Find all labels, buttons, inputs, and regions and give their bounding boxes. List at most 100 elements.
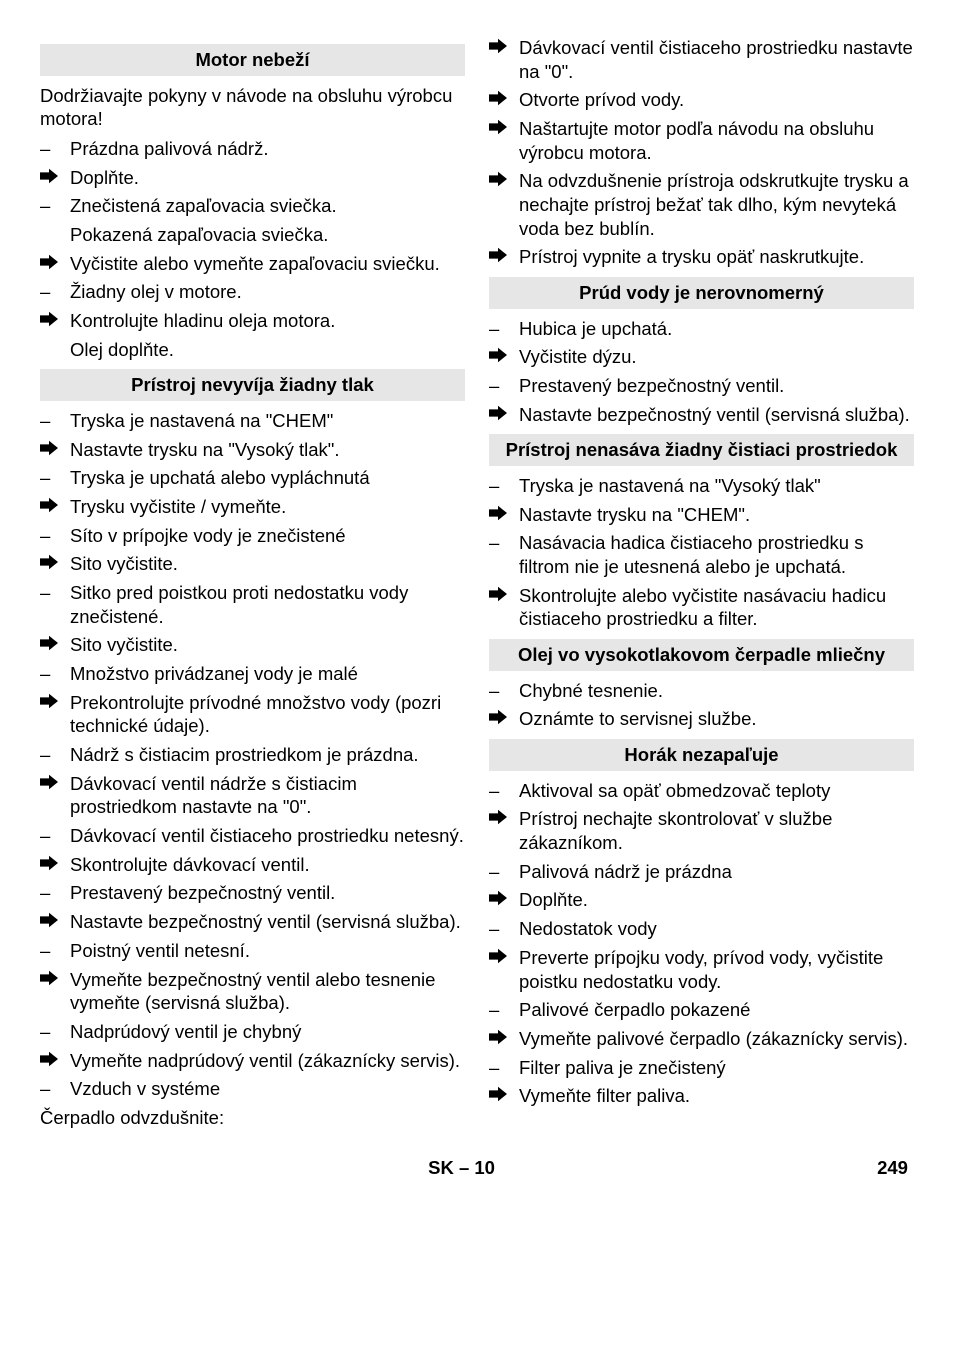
item-text: Aktivoval sa opäť obmedzovač teploty xyxy=(519,779,914,803)
right-column: Dávkovací ventil čistiaceho prostriedku … xyxy=(489,36,914,1136)
dash-icon: – xyxy=(40,194,70,218)
intro-text: Dodržiavajte pokyny v návode na obsluhu … xyxy=(40,84,465,131)
dash-icon: – xyxy=(40,409,70,433)
list-item: – Poistný ventil netesní. xyxy=(40,939,465,963)
list-item: – Nasávacia hadica čistiaceho prostriedk… xyxy=(489,531,914,578)
arrow-icon xyxy=(489,169,519,240)
list-item: Vyčistite dýzu. xyxy=(489,345,914,369)
list-item: Sito vyčistite. xyxy=(40,633,465,657)
arrow-icon xyxy=(489,403,519,427)
dash-icon: – xyxy=(489,474,519,498)
dash-icon: – xyxy=(489,531,519,578)
list-item: – Tryska je upchatá alebo vypláchnutá xyxy=(40,466,465,490)
arrow-icon xyxy=(489,946,519,993)
list-item: Sito vyčistite. xyxy=(40,552,465,576)
list-item: Oznámte to servisnej službe. xyxy=(489,707,914,731)
list-item: Vymeňte bezpečnostný ventil alebo tesnen… xyxy=(40,968,465,1015)
list-item: – Hubica je upchatá. xyxy=(489,317,914,341)
item-text: Vymeňte filter paliva. xyxy=(519,1084,914,1108)
item-text: Prístroj vypnite a trysku opäť naskrutku… xyxy=(519,245,914,269)
arrow-icon xyxy=(40,252,70,276)
heading-nenasava: Prístroj nenasáva žiadny čistiaci prostr… xyxy=(489,434,914,466)
item-text: Dávkovací ventil čistiaceho prostriedku … xyxy=(519,36,914,83)
arrow-icon xyxy=(40,772,70,819)
dash-icon: – xyxy=(489,679,519,703)
list-item: Otvorte prívod vody. xyxy=(489,88,914,112)
arrow-icon xyxy=(489,1027,519,1051)
list-item: Prístroj vypnite a trysku opäť naskrutku… xyxy=(489,245,914,269)
list-item: Skontrolujte dávkovací ventil. xyxy=(40,853,465,877)
item-text: Olej doplňte. xyxy=(40,338,465,362)
list-item: Preverte prípojku vody, prívod vody, vyč… xyxy=(489,946,914,993)
list-item: – Prázdna palivová nádrž. xyxy=(40,137,465,161)
item-text: Tryska je nastavená na "Vysoký tlak" xyxy=(519,474,914,498)
list-item: Vyčistite alebo vymeňte zapaľovaciu svie… xyxy=(40,252,465,276)
item-text: Dávkovací ventil čistiaceho prostriedku … xyxy=(70,824,465,848)
item-text: Znečistená zapaľovacia sviečka. xyxy=(70,194,465,218)
item-text: Vyčistite dýzu. xyxy=(519,345,914,369)
dash-icon: – xyxy=(489,374,519,398)
arrow-icon xyxy=(40,968,70,1015)
item-text: Vymeňte palivové čerpadlo (zákaznícky se… xyxy=(519,1027,914,1051)
item-text: Síto v prípojke vody je znečistené xyxy=(70,524,465,548)
list-item: Nastavte bezpečnostný ventil (servisná s… xyxy=(489,403,914,427)
dash-icon: – xyxy=(489,917,519,941)
list-item: Nastavte bezpečnostný ventil (servisná s… xyxy=(40,910,465,934)
arrow-icon xyxy=(489,503,519,527)
item-text: Prázdna palivová nádrž. xyxy=(70,137,465,161)
arrow-icon xyxy=(489,36,519,83)
item-text: Nastavte bezpečnostný ventil (servisná s… xyxy=(519,403,914,427)
list-item: – Žiadny olej v motore. xyxy=(40,280,465,304)
item-text: Preverte prípojku vody, prívod vody, vyč… xyxy=(519,946,914,993)
footer-center: SK – 10 xyxy=(428,1156,495,1180)
item-text: Na odvzdušnenie prístroja odskrutkujte t… xyxy=(519,169,914,240)
arrow-icon xyxy=(40,552,70,576)
item-text: Tryska je nastavená na "CHEM" xyxy=(70,409,465,433)
list-item: – Prestavený bezpečnostný ventil. xyxy=(40,881,465,905)
dash-icon: – xyxy=(40,1020,70,1044)
item-text: Prestavený bezpečnostný ventil. xyxy=(519,374,914,398)
list-item: Dávkovací ventil čistiaceho prostriedku … xyxy=(489,36,914,83)
item-text: Dávkovací ventil nádrže s čistiacim pros… xyxy=(70,772,465,819)
item-text: Vzduch v systéme xyxy=(70,1077,465,1101)
dash-icon: – xyxy=(489,317,519,341)
arrow-icon xyxy=(489,888,519,912)
list-item: – Síto v prípojke vody je znečistené xyxy=(40,524,465,548)
list-item: – Znečistená zapaľovacia sviečka. xyxy=(40,194,465,218)
item-text: Nastavte bezpečnostný ventil (servisná s… xyxy=(70,910,465,934)
item-text: Oznámte to servisnej službe. xyxy=(519,707,914,731)
dash-icon: – xyxy=(489,860,519,884)
dash-icon: – xyxy=(40,581,70,628)
item-text: Žiadny olej v motore. xyxy=(70,280,465,304)
pump-text: Čerpadlo odvzdušnite: xyxy=(40,1106,465,1130)
arrow-icon xyxy=(40,910,70,934)
item-text: Nadprúdový ventil je chybný xyxy=(70,1020,465,1044)
arrow-icon xyxy=(489,584,519,631)
list-item: – Dávkovací ventil čistiaceho prostriedk… xyxy=(40,824,465,848)
item-text: Doplňte. xyxy=(70,166,465,190)
item-text: Množstvo privádzanej vody je malé xyxy=(70,662,465,686)
arrow-icon xyxy=(40,495,70,519)
heading-prud: Prúd vody je nerovnomerný xyxy=(489,277,914,309)
item-text: Pokazená zapaľovacia sviečka. xyxy=(40,223,465,247)
item-text: Tryska je upchatá alebo vypláchnutá xyxy=(70,466,465,490)
list-item: – Množstvo privádzanej vody je malé xyxy=(40,662,465,686)
item-text: Sito vyčistite. xyxy=(70,633,465,657)
item-text: Hubica je upchatá. xyxy=(519,317,914,341)
list-item: – Palivové čerpadlo pokazené xyxy=(489,998,914,1022)
item-text: Chybné tesnenie. xyxy=(519,679,914,703)
dash-icon: – xyxy=(40,824,70,848)
list-item: – Aktivoval sa opäť obmedzovač teploty xyxy=(489,779,914,803)
list-item: Naštartujte motor podľa návodu na obsluh… xyxy=(489,117,914,164)
dash-icon: – xyxy=(40,743,70,767)
list-item: Skontrolujte alebo vyčistite nasávaciu h… xyxy=(489,584,914,631)
item-text: Nasávacia hadica čistiaceho prostriedku … xyxy=(519,531,914,578)
item-text: Poistný ventil netesní. xyxy=(70,939,465,963)
list-item: Prekontrolujte prívodné množstvo vody (p… xyxy=(40,691,465,738)
dash-icon: – xyxy=(40,280,70,304)
list-item: Prístroj nechajte skontrolovať v službe … xyxy=(489,807,914,854)
list-item: – Prestavený bezpečnostný ventil. xyxy=(489,374,914,398)
list-item: – Filter paliva je znečistený xyxy=(489,1056,914,1080)
item-text: Palivová nádrž je prázdna xyxy=(519,860,914,884)
item-text: Sitko pred poistkou proti nedostatku vod… xyxy=(70,581,465,628)
